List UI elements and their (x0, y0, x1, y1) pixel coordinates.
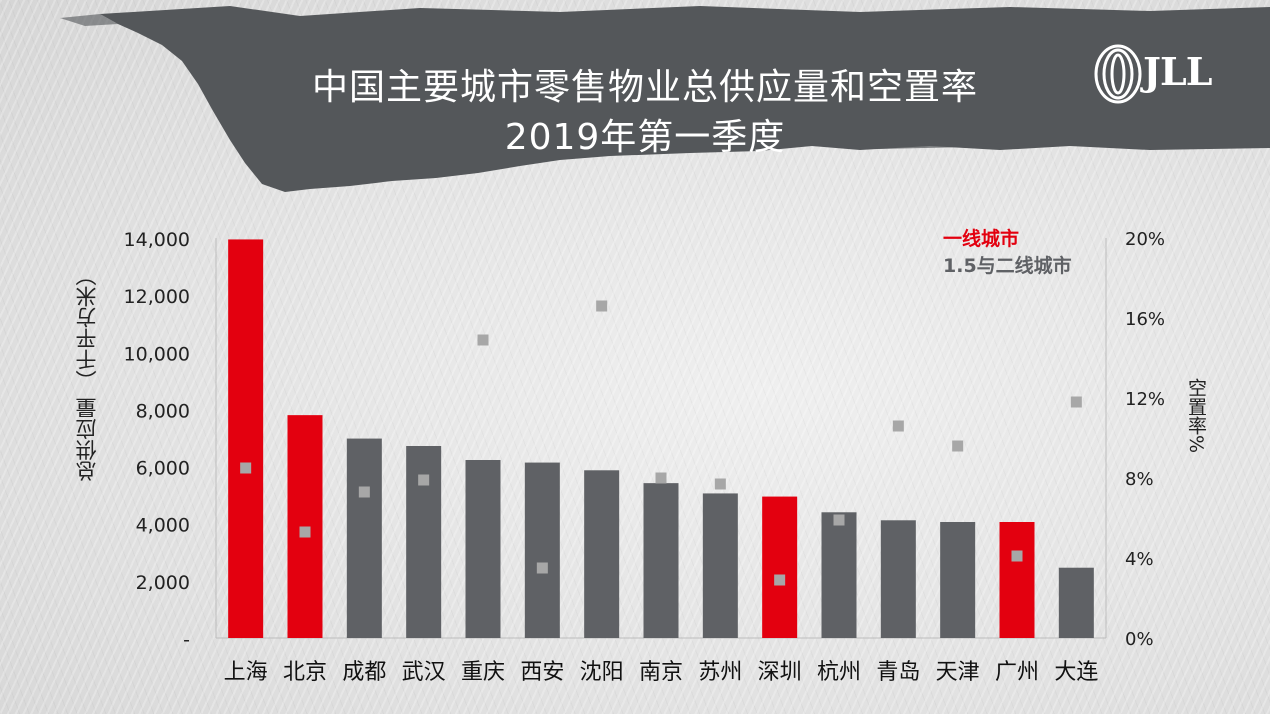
y-tick-label: - (183, 629, 190, 651)
x-tick-label: 重庆 (461, 660, 505, 685)
x-tick-label: 广州 (995, 660, 1039, 685)
x-tick-label: 南京 (639, 660, 683, 685)
vacancy-marker-南京 (655, 472, 667, 484)
vacancy-marker-上海 (240, 462, 252, 474)
brush-streak-2 (60, 14, 118, 26)
y-tick-label: 12,000 (124, 286, 190, 308)
vacancy-marker-成都 (358, 486, 370, 498)
x-tick-label: 武汉 (402, 660, 446, 685)
vacancy-marker-深圳 (774, 574, 786, 586)
vacancy-marker-广州 (1011, 550, 1023, 562)
vacancy-marker-沈阳 (596, 300, 608, 312)
vacancy-marker-苏州 (714, 478, 726, 490)
y2-tick-label: 0% (1125, 629, 1154, 650)
bar-成都 (346, 438, 382, 638)
x-tick-label: 西安 (520, 660, 564, 685)
bar-青岛 (880, 520, 916, 638)
y2-tick-label: 12% (1125, 389, 1165, 410)
jll-logo-text: JLL (1143, 49, 1212, 94)
bar-沈阳 (584, 470, 620, 638)
bar-深圳 (762, 496, 798, 638)
bar-天津 (940, 522, 976, 638)
bar-广州 (999, 522, 1035, 638)
vacancy-marker-北京 (299, 526, 311, 538)
y-tick-label: 10,000 (124, 343, 190, 365)
vacancy-marker-大连 (1070, 396, 1082, 408)
x-tick-label: 深圳 (758, 660, 802, 685)
x-tick-label: 苏州 (698, 660, 742, 685)
x-tick-label: 大连 (1054, 660, 1098, 685)
vacancy-marker-重庆 (477, 334, 489, 346)
x-tick-label: 杭州 (817, 660, 861, 685)
vacancy-marker-杭州 (833, 514, 845, 526)
y-tick-label: 2,000 (136, 572, 190, 594)
chart-title: 中国主要城市零售物业总供应量和空置率 (311, 67, 978, 108)
bar-上海 (228, 239, 264, 638)
y-axis-label: 总供应量 （千平方米） (75, 265, 99, 482)
bar-杭州 (821, 512, 857, 638)
x-tick-label: 成都 (342, 660, 386, 685)
bar-苏州 (702, 493, 738, 638)
bar-南京 (643, 483, 679, 638)
y2-tick-label: 4% (1125, 549, 1154, 570)
brush-streak-1 (812, 143, 1060, 149)
vacancy-marker-武汉 (418, 474, 430, 486)
vacancy-marker-青岛 (892, 420, 904, 432)
vacancy-marker-天津 (952, 440, 964, 452)
jll-logo-icon (1094, 44, 1142, 104)
x-tick-label: 天津 (936, 660, 980, 685)
y-tick-label: 4,000 (136, 515, 190, 537)
x-tick-label: 北京 (283, 660, 327, 685)
y-tick-label: 6,000 (136, 458, 190, 480)
bar-西安 (524, 462, 560, 638)
legend-tier1: 一线城市 (943, 228, 1020, 250)
x-tick-label: 青岛 (876, 660, 920, 685)
y2-axis-label: 空置率% (1185, 378, 1207, 454)
y-tick-label: 8,000 (136, 400, 190, 422)
legend-tier2: 1.5与二线城市 (943, 255, 1072, 277)
y2-tick-label: 16% (1125, 309, 1165, 330)
y-tick-label: 14,000 (124, 229, 190, 251)
y2-tick-label: 20% (1125, 229, 1165, 250)
bar-大连 (1058, 567, 1094, 638)
x-tick-label: 沈阳 (580, 660, 624, 685)
x-tick-label: 上海 (224, 660, 268, 685)
title-banner (60, 6, 1270, 192)
y2-tick-label: 8% (1125, 469, 1154, 490)
bar-重庆 (465, 460, 501, 638)
chart-subtitle: 2019年第一季度 (504, 117, 786, 158)
vacancy-marker-西安 (536, 562, 548, 574)
legend: 一线城市 1.5与二线城市 (943, 226, 1072, 280)
